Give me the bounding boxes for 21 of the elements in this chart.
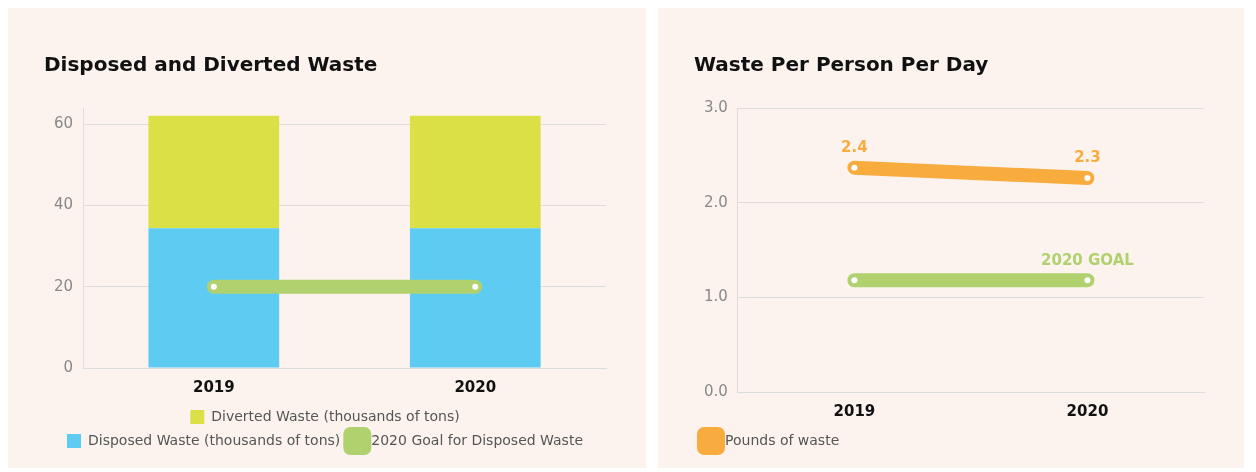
y-tick-label: 0 (63, 357, 74, 376)
legend-label: Diverted Waste (thousands of tons) (211, 407, 460, 424)
legend-label: Pounds of waste (725, 431, 840, 448)
y-tick-label: 1.0 (704, 287, 728, 306)
chart-title: Disposed and Diverted Waste (44, 52, 378, 77)
x-tick-label: 2019 (833, 401, 876, 420)
annotation: 2020 GOAL (1041, 250, 1135, 269)
data-label: 2.3 (1074, 148, 1101, 167)
x-tick-label: 2020 (454, 377, 497, 396)
y-tick-label: 20 (53, 276, 74, 295)
y-tick-label: 2.0 (704, 192, 728, 211)
x-tick-label: 2019 (192, 377, 235, 396)
data-label: 2.4 (841, 138, 868, 157)
chart-title: Waste Per Person Per Day (694, 52, 989, 77)
y-tick-label: 0.0 (704, 381, 728, 400)
x-tick-label: 2020 (1066, 401, 1109, 420)
legend-label: Disposed Waste (thousands of tons) (88, 431, 341, 448)
legend-label: 2020 Goal for Disposed Waste (371, 431, 584, 448)
y-tick-label: 3.0 (704, 97, 728, 116)
y-tick-label: 60 (53, 114, 74, 133)
y-tick-label: 40 (53, 195, 74, 214)
